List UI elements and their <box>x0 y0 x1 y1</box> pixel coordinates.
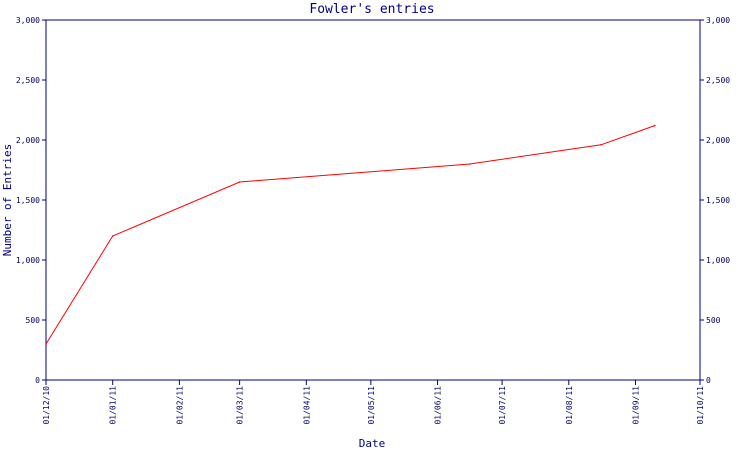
x-tick-label: 01/07/11 <box>498 386 507 425</box>
x-axis-label: Date <box>359 437 386 450</box>
y-tick-label-left: 500 <box>26 316 41 325</box>
y-tick-label-left: 2,500 <box>16 76 40 85</box>
y-tick-label-right: 500 <box>706 316 721 325</box>
y-tick-label-right: 2,500 <box>706 76 730 85</box>
x-tick-label: 01/03/11 <box>236 386 245 425</box>
x-tick-label: 01/09/11 <box>631 386 640 425</box>
y-tick-label-left: 0 <box>35 376 40 385</box>
x-tick-label: 01/02/11 <box>175 386 184 425</box>
x-tick-label: 01/12/10 <box>42 386 51 425</box>
y-axis-label: Number of Entries <box>1 144 14 257</box>
data-point <box>45 343 47 345</box>
data-point <box>238 181 241 183</box>
plot-area: 0 0 500 500 1,000 1,000 1,500 1,500 2,000 2,000 2,… <box>16 16 730 425</box>
x-tick-label: 01/10/11 <box>696 386 705 425</box>
y-tick-label-right: 3,000 <box>706 16 730 25</box>
x-tick-label: 01/05/11 <box>367 386 376 425</box>
y-tick-label-left: 1,000 <box>16 256 40 265</box>
chart-title: Fowler's entries <box>309 2 434 17</box>
x-tick-label: 01/04/11 <box>302 386 311 425</box>
y-tick-label-right: 1,500 <box>706 196 730 205</box>
x-tick-label: 01/06/11 <box>434 386 443 425</box>
y-tick-label-left: 3,000 <box>16 16 40 25</box>
x-tick-label: 01/01/11 <box>109 386 118 425</box>
x-tick-label: 01/08/11 <box>565 386 574 425</box>
y-tick-label-left: 2,000 <box>16 136 40 145</box>
y-tick-label-right: 1,000 <box>706 256 730 265</box>
y-tick-label-right: 0 <box>706 376 711 385</box>
series-line <box>45 125 655 345</box>
y-tick-label-left: 1,500 <box>16 196 40 205</box>
data-point <box>111 235 114 237</box>
y-tick-label-right: 2,000 <box>706 136 730 145</box>
plot-frame <box>45 19 701 381</box>
data-point <box>600 144 602 146</box>
data-point <box>469 163 471 165</box>
data-point <box>654 124 656 127</box>
